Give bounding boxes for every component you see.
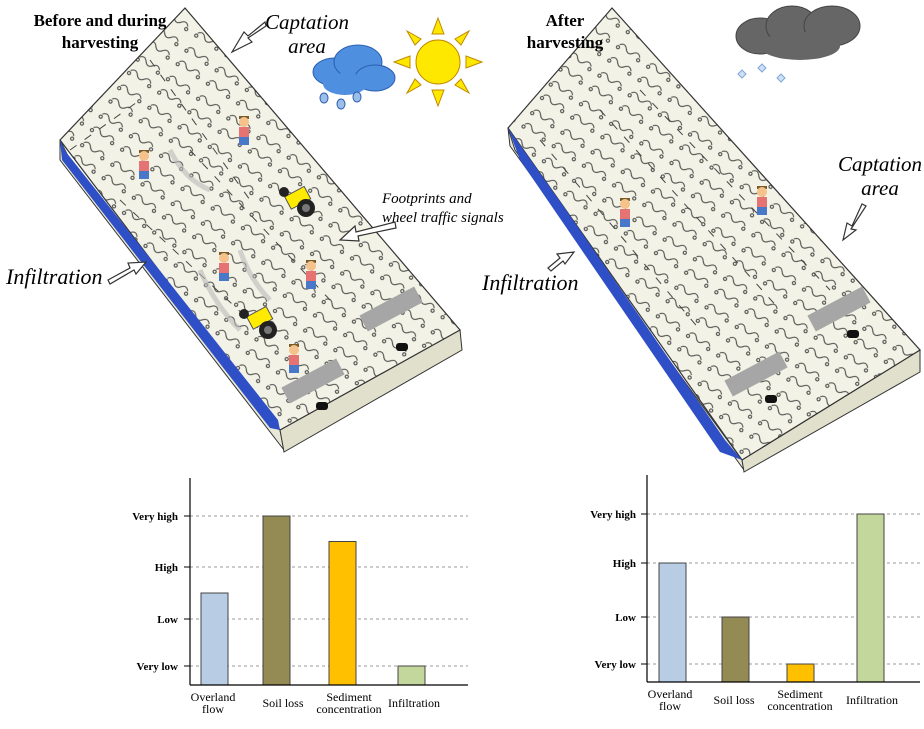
infiltration-arrow <box>107 261 148 285</box>
x-tick-label: Sediment concentration <box>316 690 381 716</box>
left-panel-title: Before and during harvesting <box>33 11 167 52</box>
farmer-icon <box>239 116 249 145</box>
y-tick-label: Low <box>157 614 178 626</box>
collector-icon <box>316 343 408 410</box>
captation-arrow <box>230 20 267 54</box>
footprints-arrow <box>338 221 397 242</box>
y-tick-label: High <box>155 562 178 574</box>
right-infiltration-label: Infiltration <box>482 270 579 295</box>
sun-icon <box>392 16 484 108</box>
y-tick-label: Very low <box>595 659 637 671</box>
rain-cloud-icon <box>312 44 396 110</box>
x-tick-label: Sediment concentration <box>767 687 832 713</box>
bar <box>658 562 687 683</box>
collector-icon <box>765 330 859 403</box>
farmer-icon <box>289 344 299 373</box>
right-captation-label: Captation area <box>837 152 922 200</box>
farmer-icon <box>306 260 316 289</box>
y-tick-label: High <box>613 558 636 570</box>
y-tick-label: Very high <box>132 511 178 523</box>
x-tick-label: Infiltration <box>846 693 898 707</box>
bar <box>328 541 357 686</box>
farmer-icon <box>757 186 767 215</box>
bar <box>721 616 750 683</box>
bar <box>262 515 291 686</box>
tractor-icon <box>279 185 315 217</box>
y-tick-label: Very low <box>137 661 179 673</box>
x-tick-label: Overland flow <box>191 690 236 716</box>
y-tick-label: Very high <box>590 509 636 521</box>
right-field-slab <box>507 7 921 473</box>
right-panel-title: After harvesting <box>526 11 604 52</box>
right-bar-chart: Very low Low High Very high Overland flow Soil… <box>590 475 920 713</box>
bar <box>200 592 229 686</box>
farmer-icon <box>620 198 630 227</box>
bar <box>786 663 815 683</box>
farmer-icon <box>139 150 149 179</box>
left-field-slab <box>59 7 463 453</box>
bar <box>397 665 426 686</box>
x-tick-label: Soil loss <box>262 696 303 710</box>
x-tick-label: Soil loss <box>713 693 754 707</box>
x-tick-label: Infiltration <box>388 696 440 710</box>
footprints-label: Footprints and wheel traffic signals <box>382 191 504 226</box>
tractor-icon <box>239 305 277 339</box>
y-tick-label: Low <box>615 612 636 624</box>
infiltration-arrow <box>547 251 576 272</box>
farmer-icon <box>219 252 229 281</box>
left-bar-chart: Very low Low High Very high Overland flow Soil… <box>132 478 468 716</box>
x-tick-label: Overland flow <box>648 687 693 713</box>
captation-arrow <box>842 203 867 242</box>
hail-cloud-icon <box>735 5 861 83</box>
bar <box>856 513 885 683</box>
left-captation-label: Captation area <box>264 10 349 58</box>
left-infiltration-label: Infiltration <box>6 264 103 289</box>
